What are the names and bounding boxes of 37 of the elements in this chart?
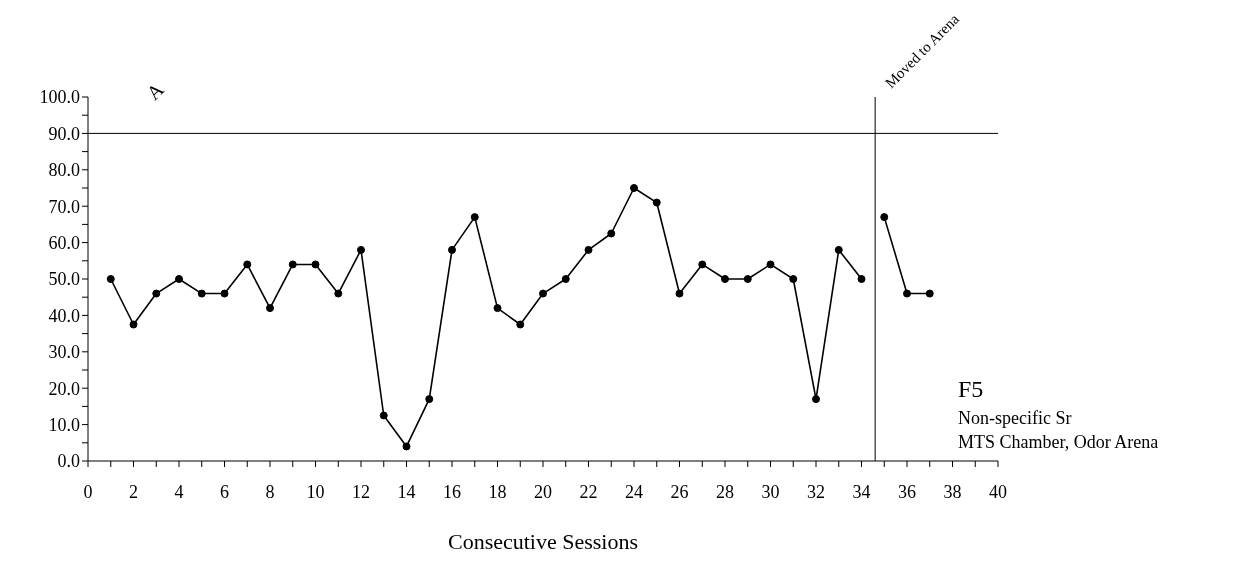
x-tick-label: 28 bbox=[716, 481, 734, 502]
x-axis-title: Consecutive Sessions bbox=[447, 529, 639, 554]
x-tick-label: 2 bbox=[129, 481, 138, 502]
x-tick-label: 10 bbox=[306, 481, 325, 502]
x-tick-label: 4 bbox=[174, 481, 184, 502]
y-tick-label: 70.0 bbox=[48, 196, 80, 217]
x-tick-label: 32 bbox=[807, 481, 825, 502]
annotation: Non-specific Sr bbox=[958, 408, 1072, 429]
x-tick-label: 22 bbox=[579, 481, 598, 502]
y-tick-label: 50.0 bbox=[48, 269, 80, 290]
x-tick-label: 12 bbox=[352, 481, 370, 502]
x-tick-label: 34 bbox=[852, 481, 871, 502]
y-tick-label: 40.0 bbox=[48, 305, 80, 326]
x-tick-label: 18 bbox=[488, 481, 507, 502]
x-tick-label: 36 bbox=[898, 481, 916, 502]
x-tick-label: 26 bbox=[670, 481, 689, 502]
x-tick-label: 16 bbox=[443, 481, 461, 502]
annotation: F5 bbox=[958, 376, 984, 403]
y-tick-label: 0.0 bbox=[57, 451, 80, 472]
x-tick-label: 40 bbox=[989, 481, 1007, 502]
x-tick-label: 14 bbox=[397, 481, 416, 502]
y-tick-label: 90.0 bbox=[48, 123, 80, 144]
x-tick-label: 6 bbox=[220, 481, 229, 502]
x-tick-label: 20 bbox=[534, 481, 552, 502]
y-tick-label: 10.0 bbox=[48, 414, 80, 435]
x-tick-label: 24 bbox=[625, 481, 643, 502]
annotation: A bbox=[141, 78, 169, 105]
annotation: MTS Chamber, Odor Arena bbox=[958, 432, 1159, 453]
y-tick-label: 20.0 bbox=[48, 378, 80, 399]
x-tick-label: 30 bbox=[761, 481, 780, 502]
y-tick-label: 30.0 bbox=[48, 342, 80, 363]
y-tick-label: 60.0 bbox=[48, 232, 80, 253]
y-tick-label: 80.0 bbox=[48, 160, 80, 181]
x-tick-label: 38 bbox=[943, 481, 962, 502]
x-tick-label: 0 bbox=[83, 481, 93, 502]
y-tick-label: 100.0 bbox=[39, 87, 80, 108]
x-tick-label: 8 bbox=[265, 481, 275, 502]
